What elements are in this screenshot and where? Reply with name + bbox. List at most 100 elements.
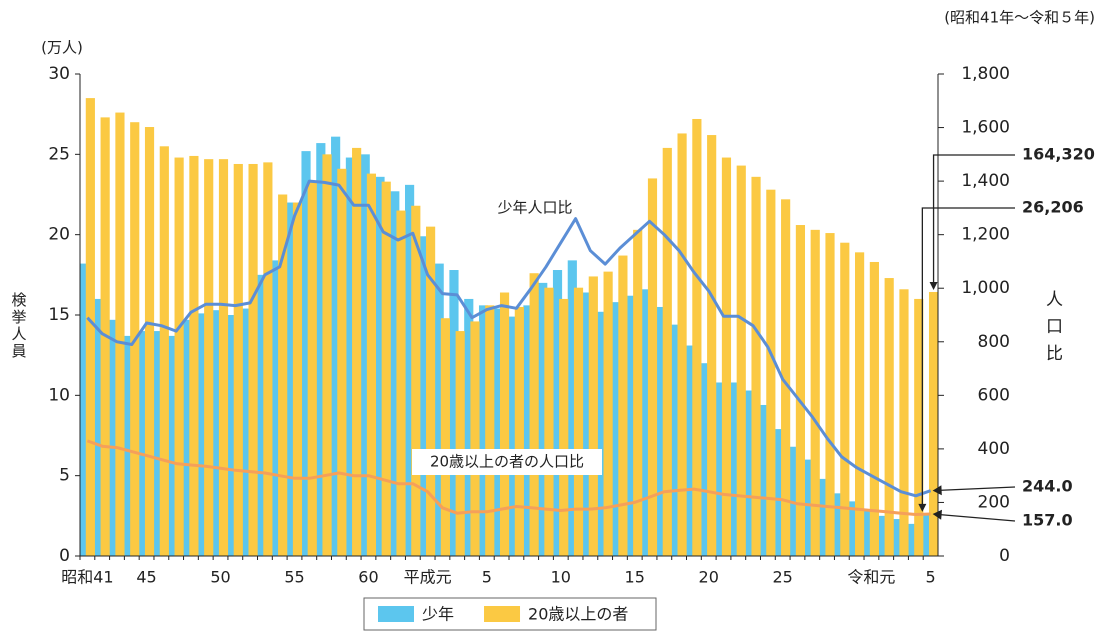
y2-tick-label: 1,200 [961, 225, 1010, 245]
bar [405, 184, 415, 557]
bar [411, 205, 421, 556]
bar [419, 236, 429, 557]
bar [183, 319, 193, 556]
bar [331, 136, 341, 556]
bar [286, 202, 296, 557]
value-label: 157.0 [1022, 511, 1073, 530]
bar [478, 305, 489, 556]
leader [921, 207, 1015, 506]
bar [810, 229, 820, 556]
bar [227, 315, 237, 556]
bar [440, 318, 450, 556]
bar [375, 176, 385, 556]
y2-tick-label: 1,800 [961, 64, 1010, 84]
bar [567, 260, 577, 556]
x-tick-label: 55 [284, 568, 304, 587]
bar [656, 306, 666, 556]
bar [707, 135, 717, 556]
legend-swatch [484, 606, 521, 622]
bar [396, 210, 406, 557]
bar [301, 151, 311, 556]
bar [449, 270, 459, 556]
bar [781, 199, 791, 556]
x-tick-label: 10 [551, 568, 571, 587]
bar [242, 308, 252, 556]
annotation-bg [412, 449, 602, 475]
bar [470, 321, 480, 556]
value-label: 244.0 [1022, 477, 1073, 496]
bar [863, 511, 873, 556]
bar [677, 133, 687, 557]
line-annotation: 少年人口比 [497, 199, 572, 217]
y2-tick-label: 600 [978, 385, 1010, 405]
bar [848, 501, 858, 556]
bar [464, 298, 474, 556]
bar [337, 168, 347, 556]
bar [233, 163, 243, 556]
bar [493, 308, 503, 556]
x-tick-label: 15 [625, 568, 645, 587]
bar [804, 459, 814, 556]
bar [760, 404, 770, 556]
arrow-head [932, 485, 942, 496]
bar [307, 181, 317, 556]
bar [218, 159, 229, 557]
bar [641, 289, 651, 556]
bar [292, 202, 303, 557]
y-tick-label: 15 [48, 305, 70, 325]
y-tick-label: 20 [48, 225, 70, 245]
bar [159, 146, 169, 557]
bar [174, 157, 184, 556]
x-tick-label: 5 [926, 568, 936, 587]
bar [538, 282, 548, 556]
x-tick-label: 20 [699, 568, 719, 587]
bar [434, 263, 444, 556]
bar [893, 519, 903, 556]
legend-label: 20歳以上の者 [528, 605, 628, 624]
bar [834, 493, 844, 556]
bar [381, 181, 391, 556]
bar [914, 298, 924, 556]
x-tick-label: 5 [482, 568, 492, 587]
y2-tick-label: 1,600 [961, 118, 1010, 138]
bar [869, 261, 879, 556]
arrow-head [932, 509, 942, 520]
bar [352, 147, 362, 556]
bar [597, 311, 607, 556]
line-annotation: 20歳以上の者の人口比 [430, 453, 584, 471]
bar [899, 289, 909, 556]
bar [109, 319, 119, 556]
bar [700, 363, 711, 556]
arrow-head [918, 503, 927, 512]
bar [271, 260, 282, 556]
bar [366, 173, 377, 556]
bar [825, 233, 835, 556]
leader [932, 154, 1015, 284]
bar [485, 305, 495, 556]
bar [257, 274, 267, 556]
bar [692, 118, 702, 556]
bar [626, 295, 637, 556]
bar [322, 154, 332, 557]
legend-label: 少年 [422, 605, 454, 624]
bar [455, 331, 465, 556]
bar [204, 159, 214, 557]
y-axis-label: 検挙人員 [10, 292, 28, 360]
y-tick-label: 30 [48, 64, 70, 84]
bar [189, 155, 199, 556]
legend-swatch [378, 606, 414, 622]
bar [559, 298, 569, 556]
bar [115, 112, 125, 556]
bar [662, 147, 672, 556]
bar [618, 255, 628, 556]
bar [588, 276, 598, 556]
bar [360, 154, 370, 557]
bar [730, 382, 740, 556]
bar [529, 273, 539, 556]
bar [633, 229, 643, 556]
bar [345, 157, 356, 556]
bar [79, 263, 89, 556]
value-label: 164,320 [1022, 145, 1095, 164]
bar [390, 191, 400, 556]
bar [878, 515, 888, 556]
